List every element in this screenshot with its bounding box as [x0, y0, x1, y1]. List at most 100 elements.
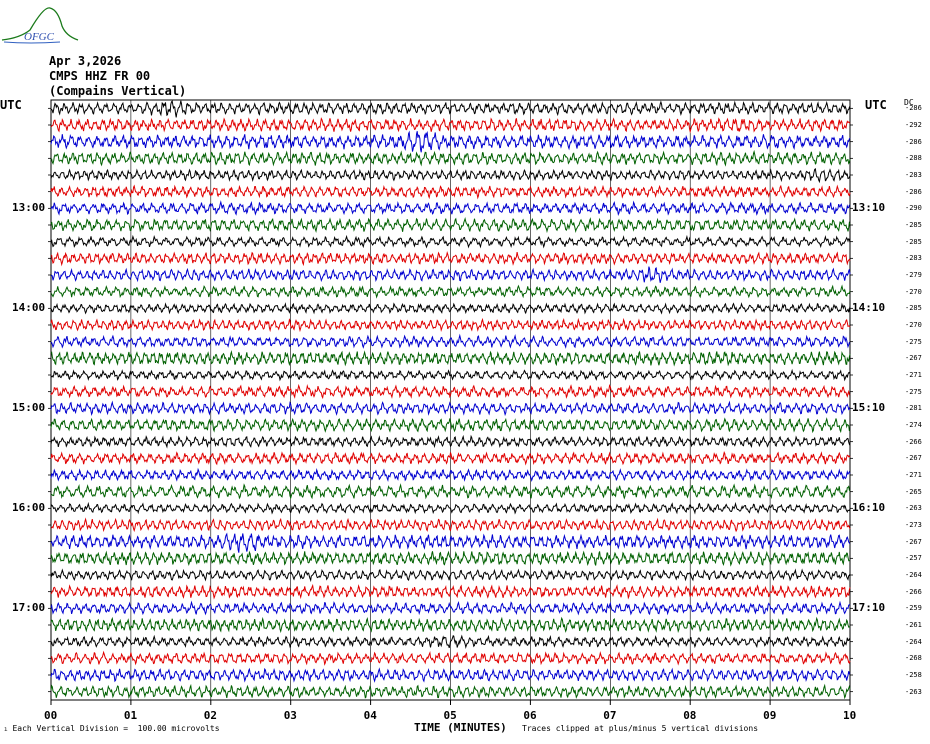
x-tick-label-3: 03: [283, 709, 297, 722]
trace-line-35: [50, 683, 851, 700]
trace-line-25: [50, 517, 851, 533]
trace-line-1: [50, 117, 851, 134]
dc-offset-label-24: -263: [905, 504, 922, 513]
trace-line-6: [50, 200, 851, 216]
dc-offset-label-11: -270: [905, 287, 922, 296]
header-station: CMPS HHZ FR 00: [49, 69, 151, 83]
trace-line-30: [50, 600, 851, 616]
dc-offset-label-9: -283: [905, 254, 922, 263]
trace-line-2: [50, 130, 851, 153]
dc-offset-label-33: -268: [905, 654, 922, 663]
time-label-left-4: 17:00: [12, 601, 46, 615]
time-label-left-3: 16:00: [12, 501, 46, 515]
trace-line-33: [50, 650, 851, 666]
dc-offset-label-30: -259: [905, 604, 922, 613]
dc-offset-label-27: -257: [905, 554, 922, 563]
dc-offset-label-7: -285: [905, 221, 922, 229]
x-tick-label-0: 00: [44, 709, 58, 722]
trace-line-4: [50, 168, 851, 184]
logo-text: OFGC: [24, 31, 55, 43]
dc-offset-label-3: -288: [905, 154, 922, 163]
time-label-right-1: 14:10: [852, 301, 886, 315]
time-label-left-0: 13:00: [12, 201, 46, 215]
dc-offset-label-31: -261: [905, 621, 922, 629]
utc-right-label: UTC: [865, 98, 887, 112]
dc-offset-label-15: -267: [905, 354, 922, 363]
trace-line-18: [50, 400, 851, 417]
x-axis-label: TIME (MINUTES): [414, 721, 507, 734]
trace-line-8: [50, 234, 851, 249]
trace-line-32: [50, 634, 851, 649]
dc-header: DC: [904, 98, 914, 107]
dc-offset-label-17: -275: [905, 387, 922, 396]
dc-offset-label-35: -263: [905, 687, 922, 696]
dc-offset-label-29: -266: [905, 587, 922, 596]
dc-offset-label-28: -264: [905, 571, 922, 579]
time-label-left-1: 14:00: [12, 301, 46, 315]
dc-offset-label-26: -267: [905, 537, 922, 546]
dc-offset-label-5: -286: [905, 187, 922, 196]
time-label-right-3: 16:10: [852, 501, 886, 515]
x-tick-label-7: 07: [603, 709, 617, 722]
dc-offset-label-8: -285: [905, 237, 922, 246]
trace-line-23: [50, 483, 851, 500]
trace-line-15: [50, 350, 851, 367]
dc-offset-label-1: -292: [905, 121, 922, 129]
trace-line-13: [50, 317, 851, 333]
x-tick-label-6: 06: [523, 709, 537, 722]
trace-line-11: [50, 284, 851, 299]
utc-left-label: UTC: [0, 98, 22, 112]
trace-line-14: [50, 333, 851, 349]
dc-offset-label-2: -286: [905, 137, 922, 146]
trace-line-19: [50, 417, 851, 434]
time-label-right-0: 13:10: [852, 201, 886, 215]
dc-offset-label-23: -265: [905, 487, 922, 496]
trace-line-31: [50, 616, 851, 634]
ofgc-logo: OFGC: [1, 7, 79, 44]
trace-line-12: [50, 302, 851, 315]
x-tick-label-5: 05: [443, 709, 457, 722]
trace-line-9: [50, 251, 851, 267]
x-tick-label-1: 01: [123, 709, 138, 722]
footer-clip: Traces clipped at plus/minus 5 vertical …: [522, 724, 759, 733]
dc-offset-label-0: -286: [905, 104, 922, 113]
dc-offset-label-4: -283: [905, 171, 922, 179]
header-site: (Compains Vertical): [49, 84, 187, 98]
dc-offset-label-16: -271: [905, 371, 922, 379]
trace-line-29: [50, 583, 851, 600]
time-label-right-4: 17:10: [852, 601, 886, 615]
x-tick-label-10: 10: [843, 709, 857, 722]
footer-division: ı Each Vertical Division = 100.00 microv…: [4, 724, 220, 733]
trace-line-3: [50, 149, 851, 167]
trace-line-16: [50, 368, 851, 382]
trace-line-21: [50, 451, 851, 466]
x-tick-label-2: 02: [203, 709, 218, 722]
trace-line-34: [50, 667, 851, 683]
dc-offset-label-14: -275: [905, 337, 922, 346]
dc-offset-label-32: -264: [905, 637, 922, 646]
dc-offset-label-12: -285: [905, 304, 922, 313]
dc-offset-label-18: -281: [905, 404, 922, 413]
trace-line-7: [50, 217, 851, 234]
trace-line-28: [50, 568, 851, 583]
trace-line-20: [50, 434, 851, 449]
trace-line-27: [50, 550, 851, 567]
trace-line-17: [50, 383, 851, 400]
x-tick-label-8: 08: [683, 709, 697, 722]
header-date: Apr 3,2026: [49, 54, 122, 68]
time-label-left-2: 15:00: [12, 401, 46, 415]
dc-offset-label-13: -270: [905, 321, 922, 329]
trace-line-0: [50, 100, 851, 118]
x-tick-label-4: 04: [363, 709, 377, 722]
x-tick-label-9: 09: [763, 709, 777, 722]
dc-offset-label-20: -266: [905, 437, 922, 446]
trace-line-10: [50, 266, 851, 283]
dc-offset-label-22: -271: [905, 471, 922, 479]
dc-offset-label-10: -279: [905, 271, 922, 279]
dc-offset-label-21: -267: [905, 454, 922, 463]
trace-line-24: [50, 501, 851, 515]
time-label-right-2: 15:10: [852, 401, 886, 415]
dc-offset-label-19: -274: [905, 421, 922, 429]
dc-offset-label-6: -290: [905, 204, 922, 213]
